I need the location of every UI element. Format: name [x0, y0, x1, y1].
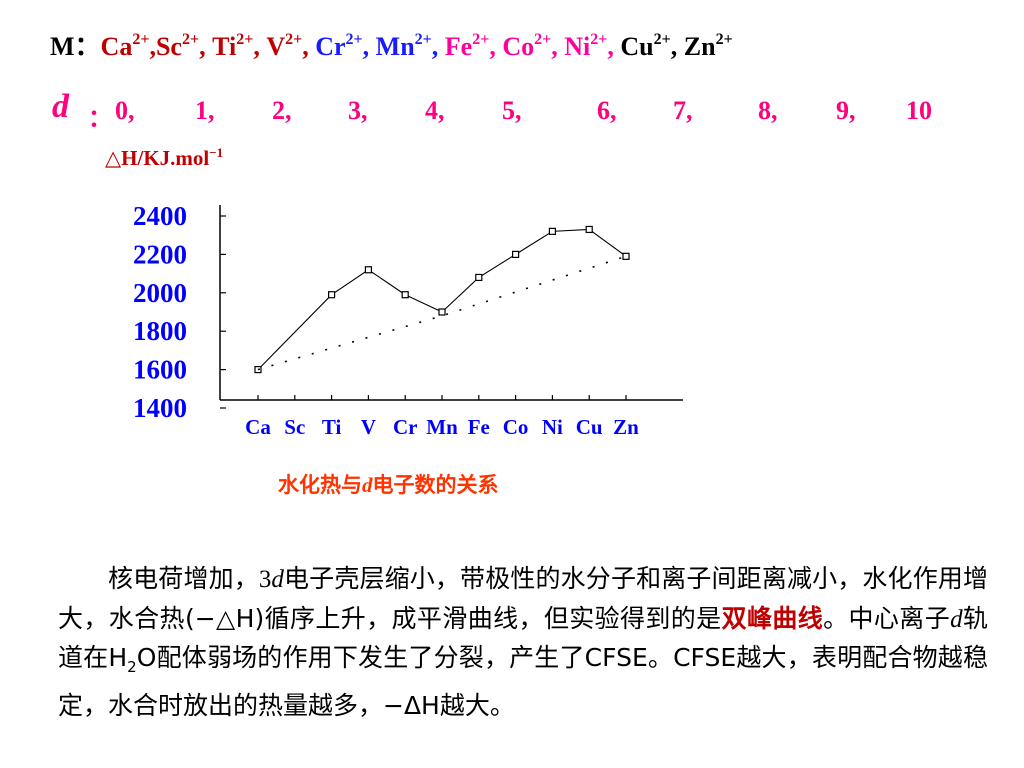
x-tick-label: Ca — [245, 415, 271, 439]
para-s6-sub: 2 — [127, 658, 137, 676]
data-point — [511, 250, 520, 258]
unit-main: △H/KJ.mol — [105, 146, 210, 170]
para-s1: 核电荷增加， — [108, 564, 259, 593]
d-value-10: 10 — [906, 96, 932, 125]
x-tick-label: Mn — [426, 415, 458, 439]
ion-co: Co2+ — [502, 31, 552, 62]
ion-mn: Mn2+ — [375, 31, 432, 62]
y-axis-unit-label: △H/KJ.mol−1 — [105, 145, 223, 171]
ion-ni: Ni2+ — [564, 31, 608, 62]
y-tick-label: 1400 — [133, 393, 187, 423]
d-colon: ： — [88, 106, 112, 132]
y-tick-label: 2000 — [133, 278, 187, 308]
caption-pre: 水化热与 — [278, 473, 362, 497]
ion-separator: , — [149, 32, 156, 61]
ion-separator: , — [607, 32, 621, 61]
ion-separator: , — [199, 32, 213, 61]
para-s7: O配体弱场的作用下发生了分裂，产生了CFSE。CFSE越大，表明配合物越稳定，水… — [58, 643, 988, 720]
metal-ion-row: M：Ca2+,Sc2+, Ti2+, V2+, Cr2+, Mn2+, Fe2+… — [50, 26, 733, 63]
unit-sup: −1 — [209, 145, 224, 160]
x-tick-label: V — [361, 415, 376, 439]
d-value-8: 8, — [758, 96, 778, 125]
x-tick-label: Fe — [468, 415, 490, 439]
para-s2-d: d — [271, 566, 284, 593]
ion-list: Ca2+,Sc2+, Ti2+, V2+, Cr2+, Mn2+, Fe2+, … — [100, 31, 733, 62]
para-s4: 。中心离子 — [823, 603, 951, 633]
x-tick-label: Co — [503, 415, 529, 439]
d-label: d — [52, 88, 69, 125]
y-tick-label: 1600 — [133, 355, 187, 385]
data-point — [328, 291, 336, 299]
y-tick-label: 2400 — [133, 201, 187, 231]
ion-separator: , — [362, 32, 376, 61]
ion-cu: Cu2+ — [620, 31, 671, 62]
para-s2-num: 3 — [258, 566, 272, 593]
ion-separator: , — [551, 32, 565, 61]
d-value-2: 2, — [272, 96, 292, 125]
data-point — [585, 225, 593, 234]
caption-post: 电子数的关系 — [372, 473, 499, 497]
caption-d: d — [362, 473, 373, 497]
d-value-0: 0, — [115, 96, 135, 125]
x-tick-label: Ti — [322, 415, 342, 439]
data-point — [401, 291, 409, 299]
x-tick-label: Zn — [613, 415, 639, 439]
data-point — [622, 252, 630, 260]
x-tick-label: Sc — [284, 415, 305, 439]
y-tick-label: 1800 — [133, 316, 187, 346]
data-point — [438, 308, 446, 316]
ion-separator: , — [302, 32, 316, 61]
d-value-7: 7, — [673, 96, 693, 125]
m-label: M： — [50, 32, 101, 61]
chart-caption: 水化热与d电子数的关系 — [278, 469, 499, 499]
ion-separator: , — [670, 32, 684, 61]
para-highlight: 双峰曲线 — [721, 603, 824, 633]
data-point — [364, 266, 372, 274]
para-s3: 电子壳层缩小，带极性的水分子和离子间距离减小，水化作用增大，水合热(−△H)循序… — [58, 564, 988, 633]
data-point — [548, 227, 557, 235]
d-value-6: 6, — [597, 96, 617, 125]
d-value-5: 5, — [502, 96, 522, 125]
d-value-3: 3, — [348, 96, 368, 125]
d-value-1: 1, — [195, 96, 215, 125]
ion-separator: , — [253, 32, 267, 61]
hydration-heat-chart: 2400 2200 2000 1800 1600 1400 Ca Sc Ti V Cr Mn Fe Co N… — [133, 201, 683, 439]
ion-zn: Zn2+ — [683, 31, 733, 62]
d-value-9: 9, — [836, 96, 856, 125]
data-point — [475, 273, 483, 282]
x-tick-label: Ni — [542, 415, 563, 439]
explanation-paragraph: 核电荷增加，3d电子壳层缩小，带极性的水分子和离子间距离减小，水化作用增大，水合… — [58, 560, 988, 725]
ion-sc: Sc2+ — [155, 31, 200, 62]
para-s5-d: d — [950, 605, 963, 633]
ion-separator: , — [489, 32, 503, 61]
ion-fe: Fe2+ — [444, 31, 490, 62]
ion-ca: Ca2+ — [100, 31, 150, 62]
para-s6: 轨道在H — [58, 603, 988, 673]
ion-separator: , — [431, 32, 445, 61]
ion-v: V2+ — [266, 31, 303, 62]
ion-cr: Cr2+ — [315, 31, 363, 62]
d-value-4: 4, — [425, 96, 445, 125]
x-tick-label: Cr — [393, 415, 418, 439]
x-tick-label: Cu — [576, 415, 603, 439]
ion-ti: Ti2+ — [212, 31, 254, 62]
y-tick-label: 2200 — [133, 239, 187, 269]
series-line-0 — [257, 228, 627, 370]
